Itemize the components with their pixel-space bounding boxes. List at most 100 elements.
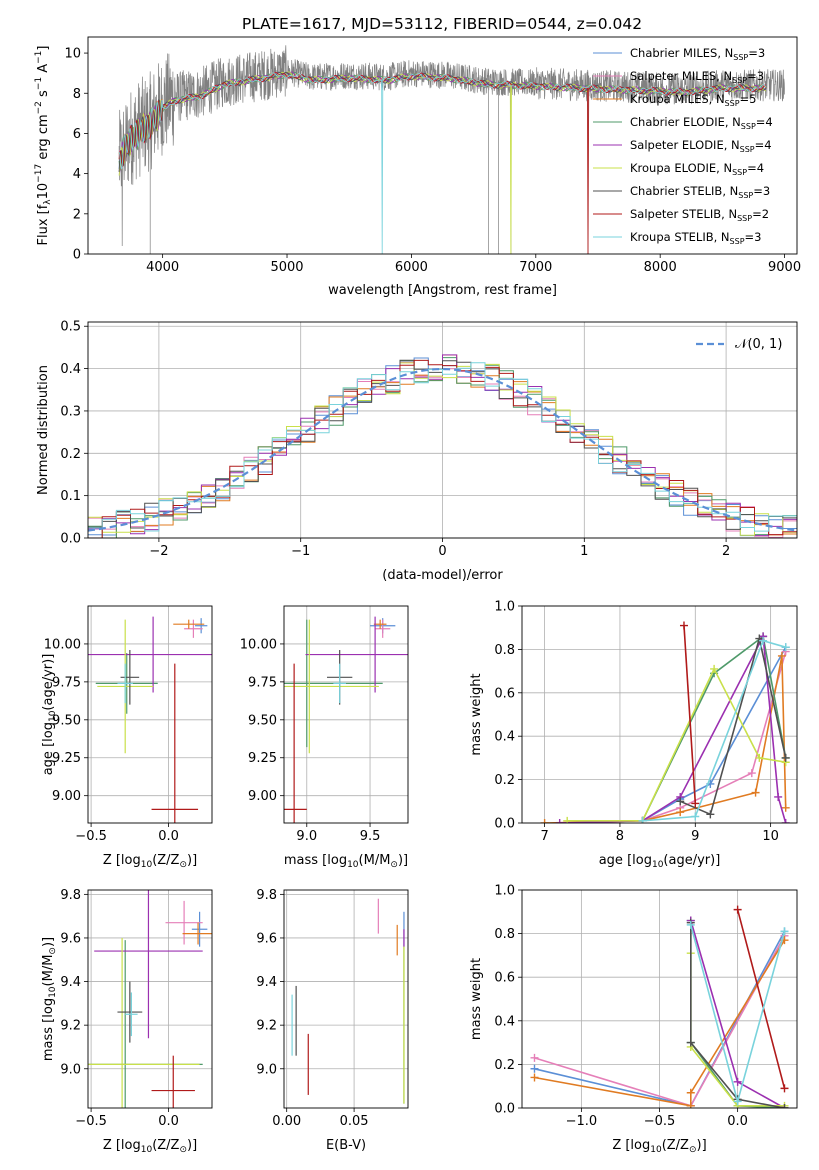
label-part: (Z/Z [662,1138,689,1153]
x-tick-label: 0 [438,544,446,559]
errorbar-point [373,619,387,629]
label-part: ⊙ [179,860,187,870]
errorbar-point [375,619,391,638]
errorbar-point [88,616,212,693]
label-part: 10 [652,860,664,870]
y-tick-label: 9.4 [60,975,81,990]
label-part: ⊙ [179,1145,187,1155]
y-tick-label: 0.8 [494,927,515,942]
label-part: )] [697,1138,707,1153]
y-axis-label: Flux [fλ10−17 erg cm−2 s−1 A−1] [34,46,53,246]
panel-residuals: −2 −1 0 1 2 0.0 0.1 0.2 0.3 0.4 0.5 𝒩(0, 1) (data-mo… [36,320,798,583]
label-part: =4 [756,115,773,129]
mass-weight-line [534,939,786,1107]
x-tick-label: 9 [691,829,699,844]
label-part: 10 [36,183,51,200]
mass-weight-marker [530,1073,539,1082]
y-tick-label: 9.50 [248,713,277,728]
axes-frame [521,605,798,824]
axes-frame [87,605,213,824]
x-axis-label: Z [log10(Z/Z⊙)] [612,1138,706,1155]
errorbar-point [94,890,203,1039]
label-part: (age/yr)] [41,654,56,711]
gridlines [284,606,408,823]
label-part: (age/yr)] [663,853,720,868]
label-part: SSP [732,168,747,177]
errorbar-point [182,922,212,945]
mass-weight-marker [679,621,688,630]
label-part: )] [187,853,197,868]
ticks: −2 −1 0 1 2 0.0 0.1 0.2 0.3 0.4 0.5 [60,320,730,559]
label-part: mass [log [284,853,347,868]
label-part: 10 [141,860,153,870]
y-tick-label: 0.4 [494,730,515,745]
label-part: 10 [48,986,58,998]
y-tick-label: 0.6 [494,686,515,701]
ticks: −0.5 0.0 9.0 9.2 9.4 9.6 9.8 [60,888,179,1129]
y-tick-label: 9.75 [52,675,81,690]
x-axis-label: Z [log10(Z/Z⊙)] [103,1138,197,1155]
label-part: Chabrier STELIB, N [630,184,738,198]
label-part: (M/M [359,853,391,868]
x-tick-label: 10 [762,829,779,844]
y-tick-label: 0.2 [494,773,515,788]
mass-weight-marker [774,792,783,801]
x-tick-label: 7000 [519,260,552,275]
model-fit-line [118,72,767,254]
mass-weight-marker [751,788,760,797]
label-part: )] [41,937,56,947]
label-part: Z [log [612,1138,650,1153]
y-tick-label: 0.3 [60,404,81,419]
label-part: Z [log [103,853,141,868]
legend-label: Kroupa STELIB, NSSP=3 [630,230,761,246]
label-part: ⊙ [48,947,58,955]
y-tick-label: 0.2 [60,447,81,462]
plot-content [88,616,212,823]
x-tick-label: 0.05 [340,1114,369,1129]
x-tick-label: −1 [291,544,310,559]
label-part: SSP [733,53,748,62]
y-tick-label: 0.0 [60,532,81,547]
y-tick-label: 9.75 [248,675,277,690]
ticks: −0.5 0.0 9.00 9.25 9.50 9.75 10.00 [44,637,179,844]
plot-content [291,898,405,1104]
model-fit-line [118,71,766,254]
errorbar-point [120,650,140,705]
errorbar-point [173,619,205,629]
errorbar-point [117,663,133,704]
label-part: (M/M [41,955,56,987]
label-part: E(B-V) [326,1138,366,1153]
mass-weight-marker [733,905,742,914]
label-part: −17 [34,164,44,183]
label-part: Chabrier MILES, N [630,46,733,60]
mass-weight-marker [706,810,715,819]
mass-weight-marker [691,799,700,808]
errorbar-point [151,1055,195,1108]
label-part: erg cm [36,114,51,163]
label-part: A [36,64,51,77]
x-tick-label: 1 [580,544,588,559]
x-tick-label: 0.00 [272,1114,301,1129]
x-tick-label: 9.0 [296,829,317,844]
axes-frame [87,889,213,1109]
label-part: =3 [748,46,765,60]
x-tick-label: 8000 [644,260,677,275]
label-part: SSP [740,145,755,154]
residual-histogram [88,362,797,532]
mass-weight-marker [676,808,685,817]
mass-weight-marker [710,664,719,673]
label-part: Flux [f [36,204,51,245]
panel-mass-ebv: 0.00 0.05 9.0 9.2 9.4 9.6 9.8 E(B-V) [256,888,409,1153]
mass-weight-marker [530,1064,539,1073]
label-part: Kroupa STELIB, N [630,230,730,244]
mass-weight-marker [747,769,756,778]
ticks: 4000 5000 6000 7000 8000 9000 0 2 4 6 8 10 [64,47,801,275]
legend-label: Salpeter MILES, NSSP=3 [630,69,764,85]
y-tick-label: 0.4 [494,1014,515,1029]
x-tick-label: 9.5 [360,829,381,844]
y-tick-label: 9.6 [60,931,81,946]
mass-weight-marker [530,1053,539,1062]
x-tick-label: −0.5 [75,829,107,844]
mass-weight-line [683,625,697,804]
